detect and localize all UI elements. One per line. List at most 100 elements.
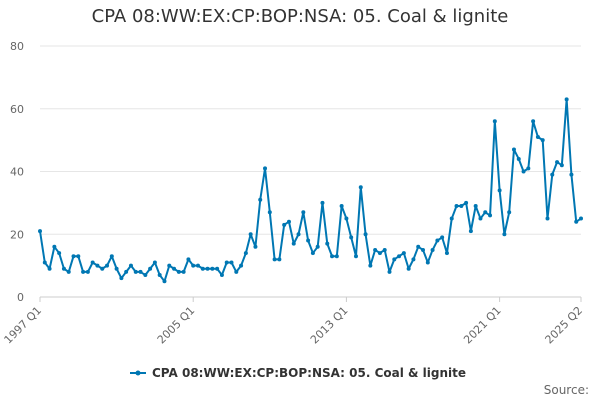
data-point — [483, 210, 488, 215]
data-point — [497, 188, 502, 193]
data-point — [272, 257, 277, 262]
data-point — [511, 147, 516, 152]
data-point — [157, 273, 162, 278]
data-point — [468, 229, 473, 234]
data-point — [167, 263, 172, 268]
data-point — [306, 238, 311, 243]
data-point — [128, 263, 133, 268]
data-point — [425, 260, 430, 265]
data-point — [473, 204, 478, 209]
data-point — [531, 119, 536, 124]
y-tick-label: 80 — [10, 40, 24, 53]
data-point — [66, 269, 71, 274]
data-point — [224, 260, 229, 265]
data-point — [282, 222, 287, 227]
data-point — [349, 235, 354, 240]
x-tick-label: 2005 Q1 — [155, 304, 198, 347]
data-point — [344, 216, 349, 221]
data-point — [258, 197, 263, 202]
data-point — [234, 269, 239, 274]
data-point — [502, 232, 507, 237]
data-point — [243, 251, 248, 256]
data-point — [464, 200, 469, 205]
data-point — [301, 210, 306, 215]
data-point — [286, 219, 291, 224]
data-point — [320, 200, 325, 205]
data-point — [368, 263, 373, 268]
data-point — [334, 254, 339, 259]
data-point — [564, 97, 569, 102]
data-point — [181, 269, 186, 274]
data-point — [205, 266, 210, 271]
data-point — [109, 254, 114, 259]
data-point — [114, 266, 119, 271]
data-point — [449, 216, 454, 221]
data-point — [210, 266, 215, 271]
data-point — [444, 251, 449, 256]
data-point — [138, 269, 143, 274]
data-point — [435, 238, 440, 243]
data-point — [76, 254, 81, 259]
data-point — [95, 263, 100, 268]
data-point — [277, 257, 282, 262]
y-tick-label: 40 — [10, 166, 24, 179]
data-point — [148, 266, 153, 271]
data-point — [406, 266, 411, 271]
data-point — [172, 266, 177, 271]
data-point — [42, 260, 47, 265]
data-point — [550, 172, 555, 177]
x-tick-label: 1997 Q1 — [2, 304, 45, 347]
data-point — [397, 254, 402, 259]
y-tick-label: 60 — [10, 103, 24, 116]
data-point — [57, 251, 62, 256]
data-point — [119, 276, 124, 281]
data-point — [296, 232, 301, 237]
data-point — [492, 119, 497, 124]
data-point — [579, 216, 583, 221]
data-point — [478, 216, 483, 221]
data-point — [521, 169, 526, 174]
data-point — [382, 247, 387, 252]
data-point — [569, 172, 574, 177]
data-point — [162, 279, 167, 284]
data-point — [421, 247, 426, 252]
data-point — [315, 244, 320, 249]
data-point — [507, 210, 512, 215]
data-point — [440, 235, 445, 240]
data-point — [401, 251, 406, 256]
data-point — [152, 260, 157, 265]
data-point — [105, 263, 110, 268]
data-point — [47, 266, 52, 271]
x-tick-label: 2021 Q1 — [461, 304, 504, 347]
data-point — [392, 257, 397, 262]
data-point — [353, 254, 358, 259]
x-tick-label: 2013 Q1 — [308, 304, 351, 347]
data-point — [488, 213, 493, 218]
data-point — [38, 229, 42, 234]
data-point — [90, 260, 95, 265]
data-point — [239, 263, 244, 268]
data-point — [100, 266, 105, 271]
data-point — [215, 266, 220, 271]
data-point — [71, 254, 76, 259]
data-point — [325, 241, 330, 246]
data-point — [459, 204, 464, 209]
data-point — [200, 266, 205, 271]
data-point — [124, 269, 129, 274]
data-point — [191, 263, 196, 268]
legend-label: CPA 08:WW:EX:CP:BOP:NSA: 05. Coal & lign… — [152, 366, 466, 380]
data-point — [263, 166, 268, 171]
data-point — [81, 269, 86, 274]
data-point — [253, 244, 258, 249]
x-tick-label: 2025 Q2 — [543, 304, 586, 347]
data-point — [377, 251, 382, 256]
data-point — [248, 232, 253, 237]
data-point — [535, 134, 540, 139]
data-point — [330, 254, 335, 259]
data-point — [454, 204, 459, 209]
data-point — [133, 269, 138, 274]
data-point — [363, 232, 368, 237]
chart-title: CPA 08:WW:EX:CP:BOP:NSA: 05. Coal & lign… — [91, 6, 509, 27]
